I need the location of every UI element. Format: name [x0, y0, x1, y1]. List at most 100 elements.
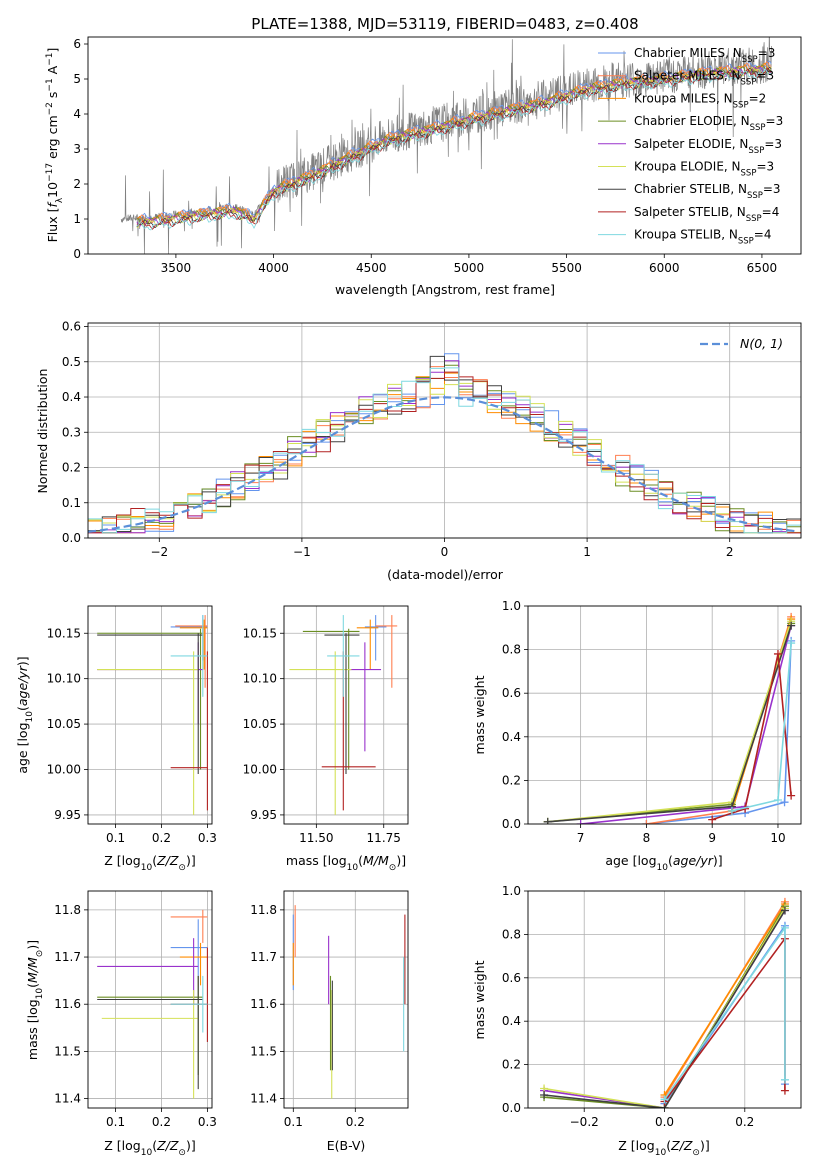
mass-weight-line [646, 640, 792, 824]
marker-plus [708, 815, 717, 824]
axes-decor: −0.2 0.0 0.2 0.0 0.2 0.4 0.6 0.8 1.0 Z [log10(Z/Z… [472, 884, 754, 1158]
x-axis-label: (data-model)/error [387, 567, 504, 582]
y-tick-label: 0.2 [502, 1058, 521, 1072]
y-axis-label: mass weight [472, 675, 487, 754]
y-axis-label: age [log10(age/yr)] [15, 656, 35, 773]
axes-decor: −2 −1 0 1 2 0.0 0.1 0.2 0.3 0.4 0.5 0.6 (data-model)… [35, 320, 734, 582]
plot-data [543, 612, 796, 824]
residual-legend: N(0, 1) [700, 336, 783, 351]
legend-label: Kroupa STELIB, NSSP=4 [634, 228, 772, 247]
marker-plus [780, 923, 789, 932]
y-tick-label: 0.2 [62, 461, 81, 475]
marker-plus [780, 906, 789, 915]
legend-label: Kroupa MILES, NSSP=2 [634, 91, 766, 110]
marker-plus [773, 796, 782, 805]
y-tick-label: 11.4 [250, 1092, 277, 1106]
x-tick-label: 1 [583, 545, 591, 559]
x-tick-label: 6500 [747, 261, 778, 275]
chart-mass-vs-ebv: 0.1 0.2 11.4 11.5 11.6 11.7 11.8 E(B-V) [250, 890, 409, 1153]
y-tick-label: 10.00 [47, 763, 81, 777]
y-tick-label: 0.8 [502, 927, 521, 941]
x-tick-label: 0.1 [106, 831, 125, 845]
y-tick-label: 3 [73, 142, 81, 156]
plot-area [88, 606, 212, 824]
x-tick-label: −0.2 [570, 1115, 599, 1129]
y-tick-label: 6 [73, 37, 81, 51]
chart-residuals: −2 −1 0 1 2 0.0 0.1 0.2 0.3 0.4 0.5 0.6 (data-model)… [35, 320, 802, 582]
x-tick-label: 4500 [356, 261, 387, 275]
y-tick-label: 11.5 [250, 1044, 277, 1058]
y-tick-label: 11.7 [250, 950, 277, 964]
y-tick-label: 0.4 [62, 390, 81, 404]
y-tick-label: 0.6 [62, 320, 81, 334]
axes-decor: 0.1 0.2 0.3 11.4 11.5 11.6 11.7 11.8 Z [log10(Z/… [25, 903, 217, 1158]
axes-frame [87, 605, 213, 825]
y-tick-label: 11.6 [250, 997, 277, 1011]
y-tick-label: 10.15 [47, 626, 81, 640]
normal-curve [88, 396, 799, 533]
y-axis-label: mass [log10(M/M⊙)] [25, 940, 45, 1060]
x-tick-label: 0.2 [735, 1115, 754, 1129]
y-tick-label: 0.0 [502, 1101, 521, 1115]
x-tick-label: 11.75 [367, 831, 401, 845]
x-axis-label: Z [log10(Z/Z⊙)] [104, 1138, 195, 1158]
plot-data [289, 615, 398, 815]
x-tick-label: 3500 [161, 261, 192, 275]
legend-label: N(0, 1) [740, 336, 783, 351]
x-tick-label: 9 [708, 831, 716, 845]
chart-age-vs-mass: 11.50 11.75 9.95 10.00 10.05 10.10 10.15 mass [… [243, 605, 409, 873]
legend-label: Kroupa ELODIE, NSSP=3 [634, 160, 774, 179]
x-tick-label: 0.0 [655, 1115, 674, 1129]
x-tick-label: 2 [726, 545, 734, 559]
y-tick-label: 4 [73, 107, 81, 121]
x-tick-label: 0 [441, 545, 449, 559]
figure-title: PLATE=1388, MJD=53119, FIBERID=0483, z=0… [251, 15, 638, 33]
x-axis-label: Z [log10(Z/Z⊙)] [104, 853, 195, 873]
axes-frame [283, 890, 409, 1109]
legend-label: Chabrier MILES, NSSP=3 [634, 46, 775, 65]
marker-plus [787, 639, 796, 648]
x-tick-label: −1 [293, 545, 311, 559]
y-tick-label: 11.8 [54, 903, 81, 917]
marker-plus [780, 798, 789, 807]
y-tick-label: 11.6 [54, 997, 81, 1011]
axes-frame [283, 605, 409, 825]
y-tick-label: 11.5 [54, 1044, 81, 1058]
mass-weight-line [663, 903, 786, 1096]
axes-frame [87, 890, 213, 1109]
y-tick-label: 1 [73, 212, 81, 226]
spectrum-model-line [136, 68, 772, 231]
plot-data [540, 897, 789, 1108]
chart-massweight-vs-z: −0.2 0.0 0.2 0.0 0.2 0.4 0.6 0.8 1.0 Z [log10(Z/Z… [472, 884, 802, 1158]
y-tick-label: 0.4 [502, 730, 521, 744]
y-tick-label: 9.95 [54, 808, 81, 822]
y-tick-label: 1.0 [502, 884, 521, 898]
legend-label: Salpeter MILES, NSSP=3 [634, 69, 774, 88]
y-tick-label: 11.8 [250, 903, 277, 917]
y-axis-label: Flux [fλ10−17 erg cm−2 s−1 A−1] [45, 48, 65, 243]
x-tick-label: 11.50 [299, 831, 333, 845]
marker-plus [660, 1095, 669, 1104]
marker-plus [540, 1090, 549, 1099]
y-tick-label: 5 [73, 72, 81, 86]
axes-frame [87, 36, 802, 255]
axes-decor: 11.50 11.75 9.95 10.00 10.05 10.10 10.15 mass [… [243, 626, 406, 873]
axes-decor: 0.1 0.2 11.4 11.5 11.6 11.7 11.8 E(B-V) [250, 903, 365, 1153]
x-tick-label: 0.2 [346, 1115, 365, 1129]
y-tick-label: 1.0 [502, 599, 521, 613]
y-tick-label: 0.2 [502, 773, 521, 787]
marker-plus [780, 1086, 789, 1095]
y-tick-label: 0.0 [62, 531, 81, 545]
y-tick-label: 10.10 [243, 672, 277, 686]
y-tick-label: 10.05 [243, 717, 277, 731]
y-tick-label: 0.8 [502, 643, 521, 657]
panels: 3500 4000 4500 5000 5500 6000 6500 0 1 2 3 4 5 6 wavel… [15, 36, 802, 1158]
marker-plus [727, 806, 736, 815]
y-axis-label: Normed distribution [35, 369, 50, 494]
plot-data [88, 353, 801, 534]
marker-plus [642, 820, 651, 824]
axes-frame [527, 890, 802, 1109]
y-axis-label: mass weight [472, 960, 487, 1039]
mass-weight-line [544, 910, 786, 1108]
y-tick-label: 10.00 [243, 763, 277, 777]
